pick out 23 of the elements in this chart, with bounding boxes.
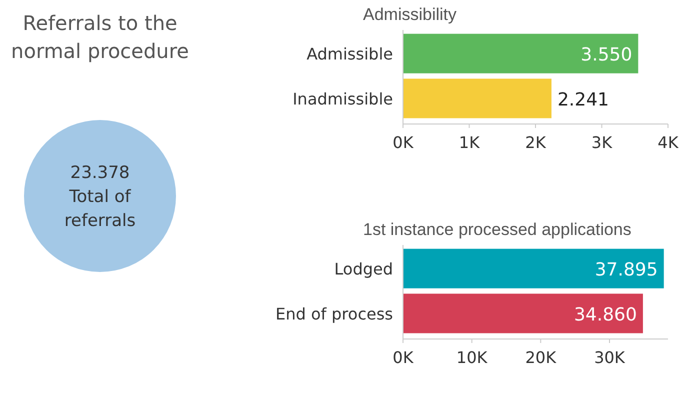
y-tick-label: Admissible (306, 44, 393, 64)
data-label: 2.241 (557, 89, 609, 110)
text: 23.378 (70, 163, 130, 183)
x-tick-label: 1K (458, 133, 480, 152)
y-tick-label: Lodged (334, 260, 393, 279)
x-tick-label: 2K (525, 133, 546, 152)
text: referrals (64, 211, 136, 231)
x-tick-label: 3K (591, 133, 613, 152)
x-tick-label: 20K (525, 348, 557, 367)
x-tick-label: 4K (658, 133, 679, 152)
chart-title: Admissibility (363, 5, 458, 24)
data-label: 37.895 (594, 260, 658, 281)
x-tick-label: 0K (392, 133, 414, 152)
x-tick-label: 10K (456, 348, 488, 367)
y-tick-label: Inadmissible (292, 89, 393, 108)
x-tick-label: 30K (594, 348, 626, 367)
text: Referrals to the normal procedure (11, 11, 189, 63)
chart-title: 1st instance processed applications (363, 220, 632, 239)
y-tick-label: End of process (276, 304, 393, 324)
text: Total of (68, 187, 132, 207)
data-label: 34.860 (574, 304, 637, 326)
data-label: 3.550 (580, 44, 632, 66)
x-tick-label: 0K (392, 348, 414, 367)
